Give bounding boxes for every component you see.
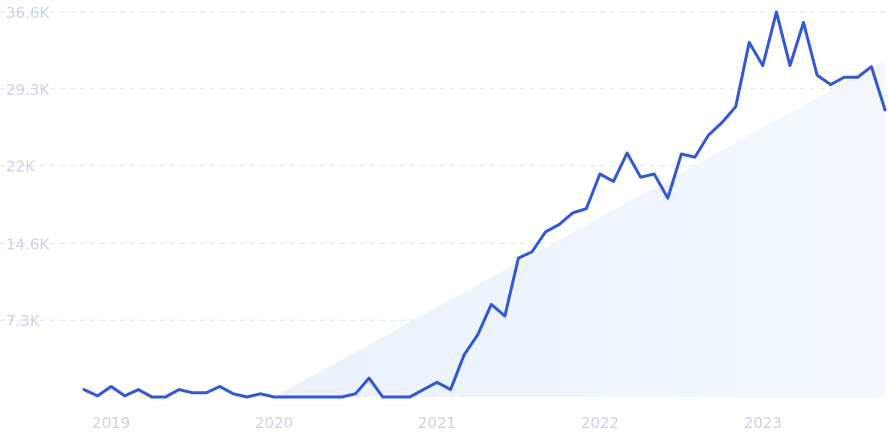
series-line-group: [82, 10, 887, 399]
trend-area-shape: [274, 60, 885, 398]
y-tick-label: 29.3K: [6, 81, 50, 99]
y-tick-label: 36.6K: [6, 4, 50, 22]
y-tick-label: 22K: [6, 158, 36, 176]
trend-area: [274, 60, 885, 398]
x-axis-ticks: 2019 2020 2021 2022 2023: [92, 414, 782, 432]
x-tick-label: 2022: [581, 414, 619, 432]
y-axis-ticks: 7.3K 14.6K 22K 29.3K 36.6K: [6, 4, 50, 330]
x-tick-label: 2023: [744, 414, 782, 432]
x-tick-label: 2020: [255, 414, 293, 432]
y-tick-label: 14.6K: [6, 235, 50, 253]
y-tick-label: 7.3K: [6, 312, 41, 330]
x-tick-label: 2019: [92, 414, 130, 432]
series-line: [82, 10, 887, 399]
x-tick-label: 2021: [418, 414, 456, 432]
